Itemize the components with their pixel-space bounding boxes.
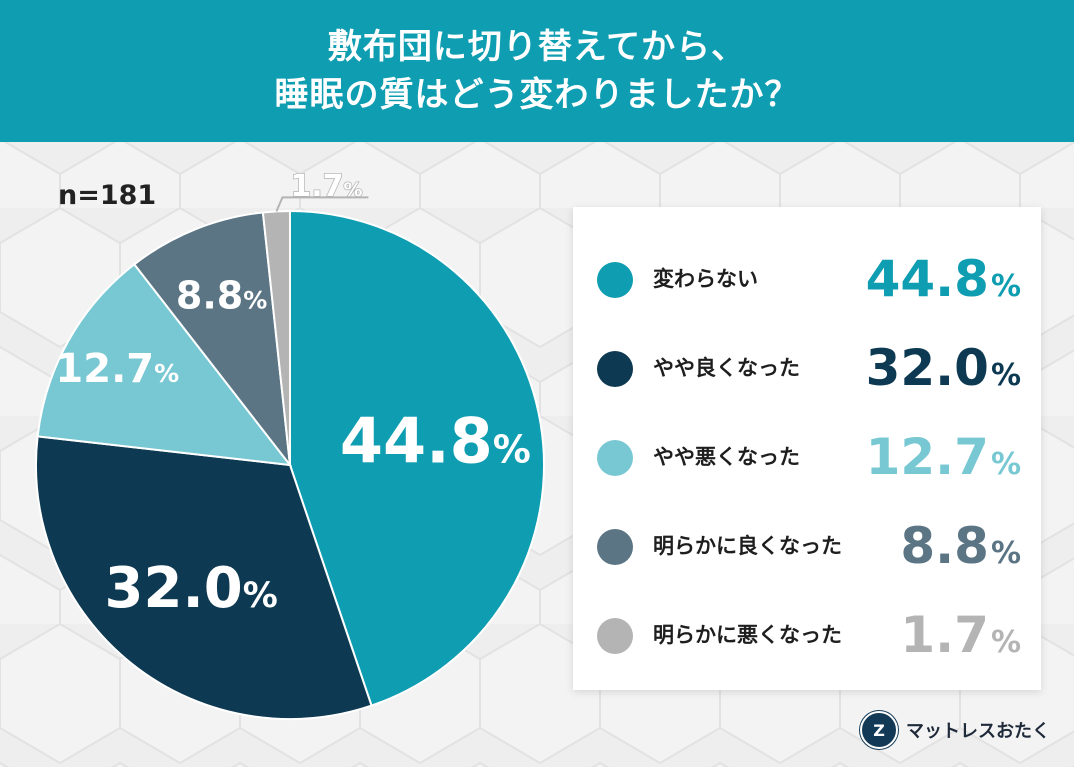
pie-slice-label-3: 12.7% — [55, 346, 179, 392]
legend-value: 1.7% — [900, 606, 1021, 664]
mattress-otaku-logo-icon: Z — [860, 711, 898, 749]
legend-value: 44.8% — [865, 250, 1021, 308]
legend-item: やや悪くなった 12.7% — [573, 413, 1041, 503]
pie-slice-leader-5 — [275, 196, 369, 212]
pie-slice-3 — [36, 262, 293, 467]
legend-label: 明らかに良くなった — [653, 534, 842, 558]
title-line-2: 睡眠の質はどう変わりましたか？ — [274, 75, 800, 115]
pie-slice-4 — [132, 211, 292, 469]
legend-value: 12.7% — [865, 428, 1021, 486]
pie-slice-label-4: 8.8% — [176, 274, 267, 318]
legend-item: 変わらない 44.8% — [573, 235, 1041, 325]
pie-slice-label-2: 32.0% — [105, 556, 278, 621]
legend-color-dot — [597, 262, 633, 298]
chart-title-banner: 敷布団に切り替えてから、 睡眠の質はどう変わりましたか？ — [0, 0, 1074, 142]
legend-box: 変わらない 44.8% やや良くなった 32.0% やや悪くなった 12.7% 明らかに良く… — [573, 207, 1041, 690]
brand-name: マットレスおたく — [906, 721, 1050, 742]
legend-value: 8.8% — [900, 517, 1021, 575]
pie-slice-1 — [289, 209, 545, 707]
brand-footer: Z マットレスおたく — [860, 711, 1050, 749]
legend-label: 明らかに悪くなった — [653, 623, 842, 647]
legend-label: 変わらない — [653, 267, 758, 291]
legend-item: やや良くなった 32.0% — [573, 324, 1041, 414]
pie-slice-5 — [261, 209, 291, 466]
legend-value: 32.0% — [865, 339, 1021, 397]
legend-color-dot — [597, 351, 633, 387]
pie-slice-label-5: 1.7% — [290, 169, 362, 204]
pie-slice-label-1: 44.8% — [340, 405, 531, 478]
sample-size-label: n=181 — [58, 180, 157, 211]
legend-item: 明らかに良くなった 8.8% — [573, 502, 1041, 592]
title-line-1: 敷布団に切り替えてから、 — [327, 27, 747, 67]
legend-color-dot — [597, 529, 633, 565]
legend-color-dot — [597, 440, 633, 476]
legend-label: やや悪くなった — [653, 445, 800, 469]
pie-slice-2 — [35, 435, 373, 720]
legend-color-dot — [597, 618, 633, 654]
legend-item: 明らかに悪くなった 1.7% — [573, 591, 1041, 681]
legend-label: やや良くなった — [653, 356, 800, 380]
